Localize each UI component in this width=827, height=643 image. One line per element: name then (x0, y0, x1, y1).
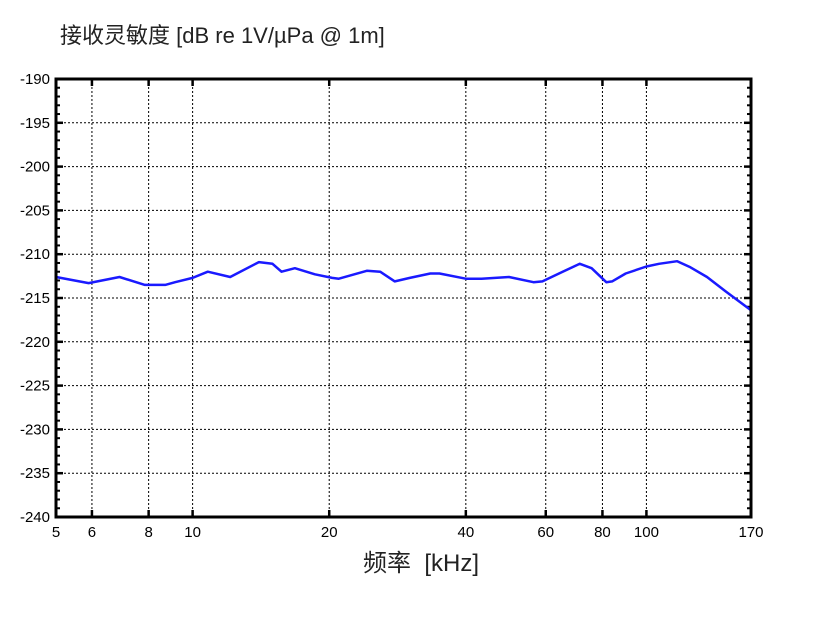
y-tick-label: -195 (20, 115, 50, 132)
x-tick-label: 20 (321, 524, 338, 541)
x-tick-label: 40 (457, 524, 474, 541)
x-tick-label: 60 (537, 524, 554, 541)
chart-title-unit: [dB re 1V/µPa @ 1m] (176, 23, 385, 48)
x-tick-label: 5 (52, 524, 60, 541)
y-tick-label: -205 (20, 202, 50, 219)
x-tick-label: 6 (88, 524, 96, 541)
x-axis-label-text: 频率 (363, 549, 411, 577)
x-axis-label: 频率 [kHz] (363, 543, 479, 578)
y-tick-label: -200 (20, 159, 50, 176)
x-tick-labels: 5 6 8 10 20 40 60 80 100 170 (52, 524, 764, 541)
chart-title: 接收灵敏度 [dB re 1V/µPa @ 1m] (60, 18, 385, 50)
chart-title-text: 接收灵敏度 (60, 24, 171, 49)
y-tick-label: -210 (20, 246, 50, 263)
x-tick-label: 80 (594, 524, 611, 541)
x-tick-label: 10 (184, 524, 201, 541)
y-tick-label: -235 (20, 465, 50, 482)
y-tick-label: -240 (20, 509, 50, 526)
series-line (55, 259, 752, 312)
x-tick-label: 8 (144, 524, 152, 541)
y-tick-label: -230 (20, 421, 50, 438)
y-tick-label: -220 (20, 334, 50, 351)
x-tick-label: 170 (738, 524, 763, 541)
x-tick-label: 100 (634, 524, 659, 541)
x-axis-label-unit: [kHz] (424, 550, 480, 577)
grid (56, 79, 751, 517)
y-tick-labels: -190 -195 -200 -205 -210 -215 -220 -225 -230 -235… (20, 71, 50, 526)
y-tick-label: -215 (20, 290, 50, 307)
y-tick-label: -190 (20, 71, 50, 88)
plot-frame (54, 77, 753, 519)
y-tick-label: -225 (20, 378, 50, 395)
